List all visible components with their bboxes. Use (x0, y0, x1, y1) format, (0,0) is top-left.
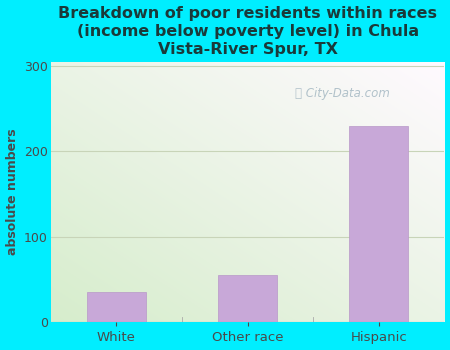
Bar (87, 292, 146, 322)
Title: Breakdown of poor residents within races
(income below poverty level) in Chula
V: Breakdown of poor residents within races… (58, 6, 437, 57)
Bar (218, 275, 277, 322)
Bar (349, 126, 408, 322)
Y-axis label: absolute numbers: absolute numbers (5, 128, 18, 255)
Text: ⓘ City-Data.com: ⓘ City-Data.com (295, 86, 390, 99)
